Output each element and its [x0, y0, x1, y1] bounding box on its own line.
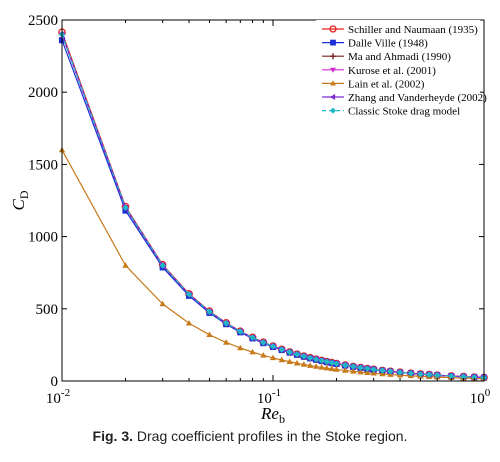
data-point — [350, 368, 357, 374]
plot-area — [58, 28, 488, 382]
series-7 — [58, 31, 488, 381]
data-point — [159, 300, 166, 307]
data-point — [460, 373, 467, 380]
legend-label: Ma and Ahmadi (1990) — [348, 51, 451, 63]
caption-text: Drag coefficient profiles in the Stoke r… — [136, 428, 408, 444]
data-point — [323, 358, 331, 365]
data-point — [312, 363, 320, 369]
data-point — [357, 364, 364, 371]
data-point — [269, 354, 277, 361]
x-axis-label: Reb — [260, 404, 285, 426]
data-point — [417, 370, 424, 378]
data-point — [342, 362, 349, 369]
data-point — [159, 262, 166, 269]
legend-label: Dalle Ville (1948) — [348, 38, 428, 50]
data-point — [318, 357, 325, 364]
data-point — [433, 372, 441, 379]
data-point — [206, 308, 213, 315]
y-tick-label: 2500 — [28, 13, 58, 29]
data-point — [286, 348, 293, 356]
legend-label: Schiller and Naumaan (1935) — [348, 24, 478, 36]
data-point — [364, 365, 371, 372]
legend-item: Ma and Ahmadi (1990) — [322, 51, 451, 63]
legend-marker — [330, 80, 336, 86]
data-point — [370, 370, 377, 376]
data-point — [249, 334, 256, 341]
y-tick-label: 0 — [51, 374, 59, 390]
data-point — [342, 367, 349, 373]
legend-marker — [330, 107, 336, 114]
data-point — [407, 370, 415, 377]
data-point — [370, 366, 377, 373]
legend-item: Zhang and Vanderheyde (2002) — [322, 92, 487, 104]
data-point — [328, 365, 336, 372]
data-point — [278, 356, 285, 363]
data-point — [318, 364, 325, 370]
data-point — [249, 348, 256, 355]
data-point — [306, 354, 314, 362]
figure-caption: Fig. 3. Drag coefficient profiles in the… — [0, 428, 500, 444]
legend-label: Classic Stoke drag model — [348, 106, 460, 118]
legend-item: Schiller and Naumaan (1935) — [322, 24, 478, 36]
data-point — [260, 352, 267, 358]
data-point — [269, 343, 277, 350]
legend-label: Kurose et al. (2001) — [348, 65, 436, 77]
y-tick-label: 1000 — [28, 230, 58, 246]
data-point — [426, 371, 433, 378]
legend: Schiller and Naumaan (1935) Dalle Ville (… — [316, 20, 487, 120]
y-tick-label: 500 — [36, 302, 59, 318]
x-tick-label: 100 — [470, 387, 491, 407]
y-axis-label: CD — [9, 190, 31, 210]
data-point — [328, 359, 336, 366]
data-point — [293, 360, 301, 366]
legend-item: Classic Stoke drag model — [322, 106, 460, 118]
legend-marker — [330, 39, 336, 46]
data-point — [364, 369, 371, 375]
data-point — [122, 262, 129, 268]
data-point — [300, 353, 308, 360]
data-point — [122, 204, 129, 211]
data-point — [222, 339, 230, 345]
legend-label: Zhang and Vanderheyde (2002) — [348, 92, 487, 104]
data-point — [312, 356, 320, 363]
legend-marker — [330, 67, 336, 73]
legend-marker — [330, 53, 336, 60]
data-point — [448, 372, 455, 380]
data-point — [306, 362, 314, 368]
legend-item: Dalle Ville (1948) — [322, 38, 428, 50]
y-tick-label: 2000 — [28, 85, 58, 101]
data-point — [185, 291, 193, 298]
legend-item: Kurose et al. (2001) — [322, 65, 436, 77]
data-point — [206, 331, 213, 338]
data-point — [350, 363, 357, 370]
data-point — [471, 373, 478, 381]
legend-label: Lain et al. (2002) — [348, 78, 425, 90]
data-point — [333, 360, 340, 367]
data-point — [237, 328, 244, 335]
data-point — [396, 369, 404, 376]
data-point — [387, 368, 394, 375]
data-point — [333, 366, 340, 372]
caption-label: Fig. 3. — [92, 428, 133, 444]
data-point — [293, 351, 301, 358]
data-point — [260, 339, 267, 346]
data-point — [300, 361, 308, 367]
data-point — [222, 320, 230, 327]
data-point — [278, 346, 285, 353]
legend-item: Lain et al. (2002) — [322, 78, 425, 90]
data-point — [357, 368, 364, 375]
x-tick-label: 10-2 — [46, 387, 70, 407]
data-point — [323, 364, 331, 371]
data-point — [286, 358, 293, 364]
legend-marker — [330, 94, 336, 100]
data-point — [185, 320, 193, 326]
data-point — [237, 344, 244, 351]
y-tick-label: 1500 — [28, 157, 58, 173]
legend-marker — [329, 25, 337, 33]
data-point — [379, 367, 386, 374]
